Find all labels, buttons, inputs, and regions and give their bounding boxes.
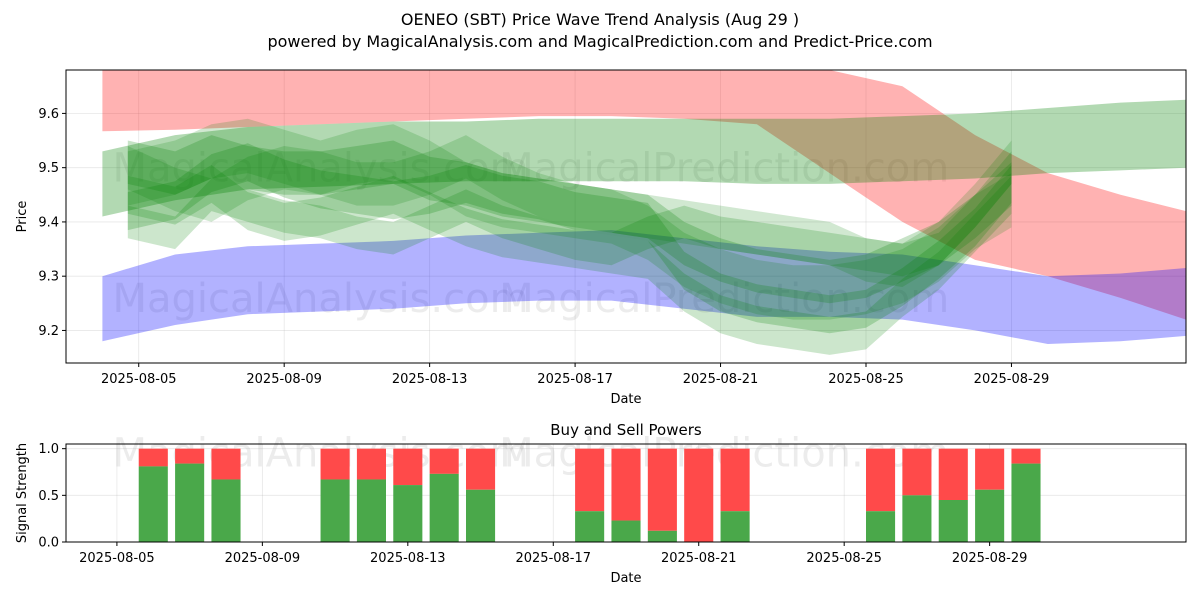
buy-bar-2: [211, 479, 241, 542]
bar-y-tick-label-1: 0.5: [38, 489, 59, 504]
buy-bar-15: [938, 500, 968, 542]
y-tick-label-2: 9.4: [38, 215, 59, 230]
watermark-3: MagicalAnalysis.com: [112, 276, 528, 322]
chart-subtitle: powered by MagicalAnalysis.com and Magic…: [267, 32, 932, 51]
sell-bar-3: [320, 448, 350, 480]
red-band: [102, 70, 1186, 320]
bar-x-tick-label-2: 2025-08-13: [370, 551, 446, 566]
buy-bar-5: [393, 485, 423, 542]
sell-bar-16: [975, 448, 1005, 490]
sell-bar-12: [720, 448, 750, 512]
sell-bar-14: [902, 448, 932, 496]
wave-2: [127, 165, 1012, 355]
sell-bar-5: [393, 448, 423, 486]
buy-bar-10: [647, 530, 677, 542]
x-tick-label-0: 2025-08-05: [101, 372, 177, 387]
y-tick-label-0: 9.2: [38, 324, 59, 339]
sell-bar-17: [1011, 448, 1041, 464]
x-tick-label-5: 2025-08-25: [828, 372, 904, 387]
bar-x-tick-label-0: 2025-08-05: [79, 551, 155, 566]
green-band: [102, 99, 1186, 217]
watermark-2: MagicalPrediction.com: [499, 146, 949, 192]
buy-bar-6: [429, 473, 459, 542]
x-tick-label-1: 2025-08-09: [246, 372, 322, 387]
buy-bar-3: [320, 479, 350, 542]
sell-bar-8: [575, 448, 605, 512]
wave-5: [127, 135, 1012, 287]
y-tick-label-4: 9.6: [38, 107, 59, 122]
x-tick-label-6: 2025-08-29: [974, 372, 1050, 387]
bar-x-tick-label-1: 2025-08-09: [225, 551, 301, 566]
wave-1: [127, 135, 1012, 304]
bar-y-tick-label-0: 0.0: [38, 536, 59, 551]
bar-x-tick-label-5: 2025-08-25: [806, 551, 882, 566]
buy-bar-12: [720, 511, 750, 542]
chart-title: OENEO (SBT) Price Wave Trend Analysis (A…: [401, 10, 799, 29]
blue-band: [102, 230, 1186, 344]
sell-bar-6: [429, 448, 459, 474]
wave-6: [127, 143, 1012, 334]
y-tick-label-1: 9.3: [38, 270, 59, 285]
sell-bar-15: [938, 448, 968, 500]
buy-bar-17: [1011, 463, 1041, 542]
bar-y-axis-title: Signal Strength: [15, 443, 30, 543]
price-plot: MagicalAnalysis.comMagicalPrediction.com…: [15, 69, 1187, 407]
x-tick-label-2: 2025-08-13: [392, 372, 468, 387]
sell-bar-11: [684, 448, 714, 542]
buy-bar-1: [175, 463, 205, 542]
watermark-1: MagicalAnalysis.com: [112, 146, 528, 192]
y-axis-title: Price: [15, 201, 30, 233]
buy-bar-16: [975, 489, 1005, 542]
buy-bar-0: [138, 466, 168, 542]
sell-bar-1: [175, 448, 205, 464]
wave-3: [127, 118, 1012, 320]
signal-plot: Buy and Sell PowersMagicalAnalysis.comMa…: [15, 421, 1187, 586]
sell-bar-10: [647, 448, 677, 531]
sell-bar-13: [866, 448, 896, 512]
sell-bar-0: [138, 448, 168, 467]
buy-bar-13: [866, 511, 896, 542]
buy-bar-8: [575, 511, 605, 542]
wave-4: [127, 151, 1012, 277]
sell-bar-4: [356, 448, 386, 480]
bar-x-tick-label-4: 2025-08-21: [661, 551, 737, 566]
buy-bar-4: [356, 479, 386, 542]
bar-x-axis-title: Date: [610, 571, 641, 586]
x-tick-label-4: 2025-08-21: [683, 372, 759, 387]
plot-frame: [65, 69, 1187, 364]
bar-plot-frame: [65, 443, 1187, 543]
sell-bar-9: [611, 448, 641, 521]
bar-y-tick-label-2: 1.0: [38, 442, 59, 457]
watermark-4: MagicalPrediction.com: [499, 276, 949, 322]
buy-bar-7: [466, 489, 496, 542]
sell-bar-7: [466, 448, 496, 490]
bar-x-tick-label-6: 2025-08-29: [952, 551, 1028, 566]
plot-area: [102, 70, 1186, 355]
sell-bar-2: [211, 448, 241, 480]
bar-x-tick-label-3: 2025-08-17: [515, 551, 591, 566]
buy-bar-9: [611, 520, 641, 542]
signal-chart-title: Buy and Sell Powers: [550, 421, 702, 439]
x-tick-label-3: 2025-08-17: [537, 372, 613, 387]
x-axis-title: Date: [610, 392, 641, 407]
buy-bar-14: [902, 495, 932, 542]
y-tick-label-3: 9.5: [38, 161, 59, 176]
